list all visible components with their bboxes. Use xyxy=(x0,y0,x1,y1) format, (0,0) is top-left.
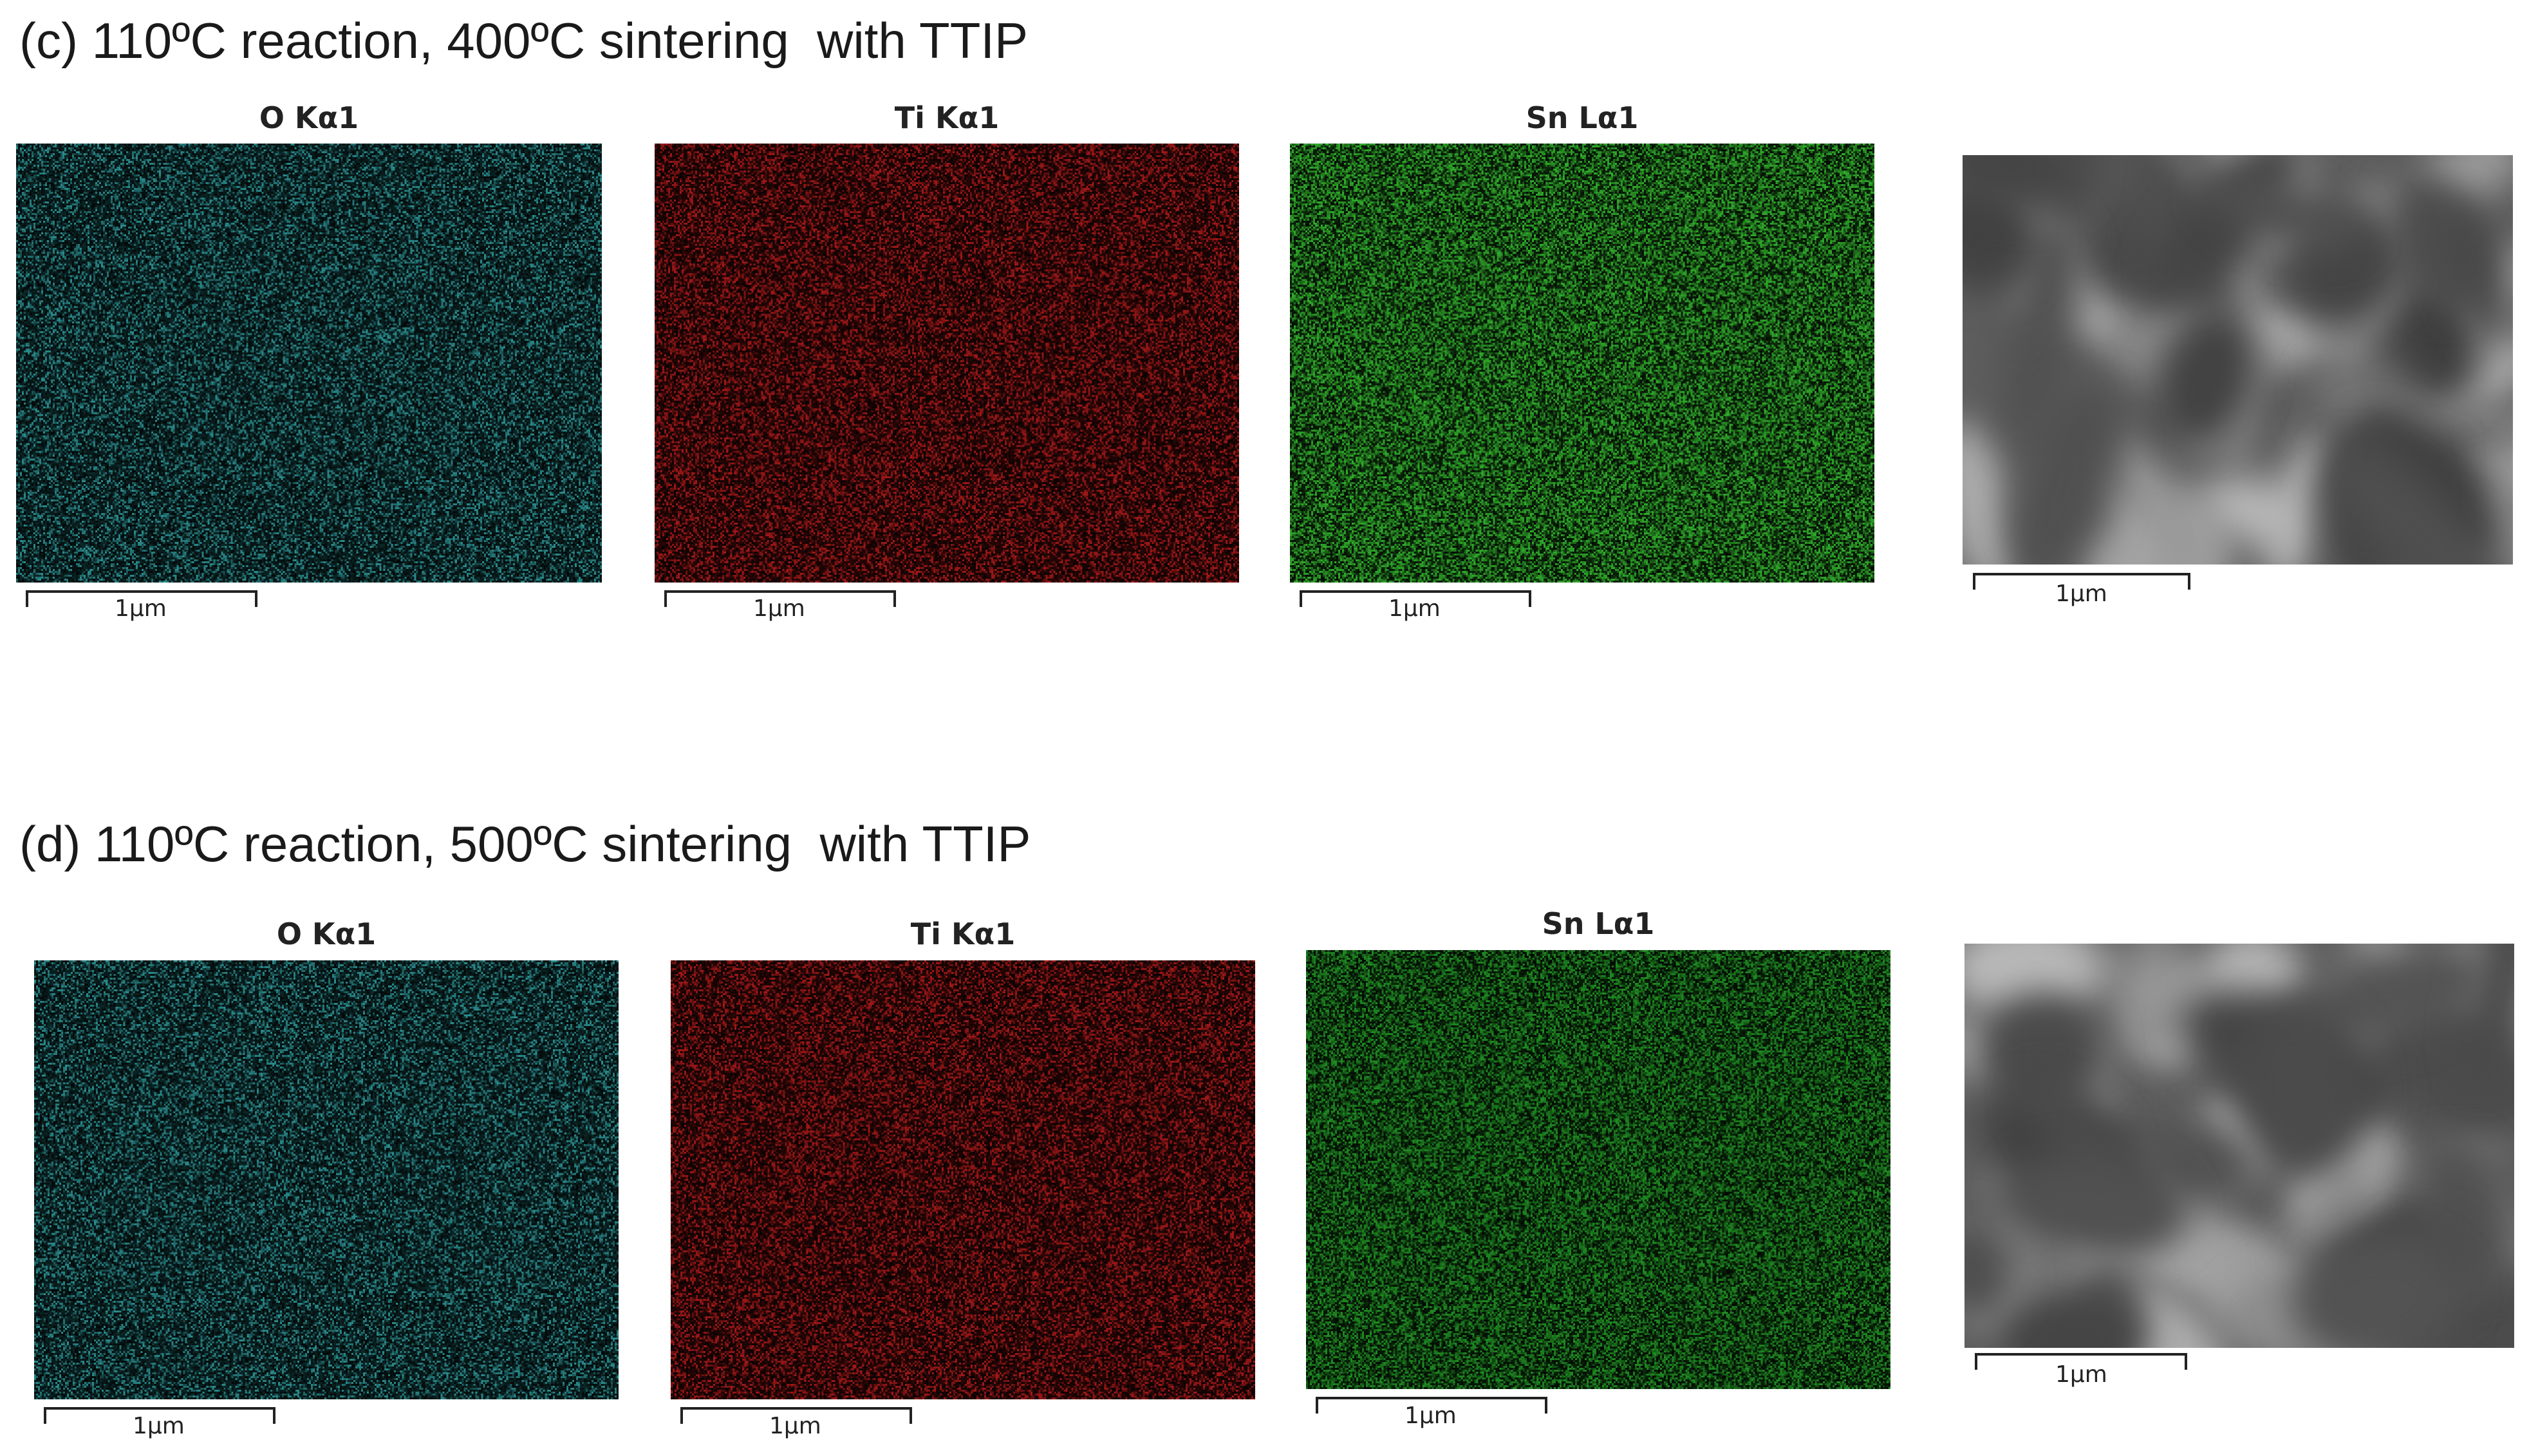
row-c-title: (c) 110ºC reaction, 400ºC sintering with… xyxy=(19,12,1029,69)
row-c-titanium-map xyxy=(655,144,1239,583)
row-d-sn-scalebar xyxy=(1316,1397,1547,1414)
row-c-ti-label: Ti Kα1 xyxy=(894,100,1000,135)
row-d-oxygen-map xyxy=(34,960,619,1399)
row-c-o-scale-label: 1μm xyxy=(115,595,167,622)
row-d-sn-label: Sn Lα1 xyxy=(1542,906,1655,941)
row-d-ti-label: Ti Kα1 xyxy=(910,917,1016,951)
row-c-ti-scalebar xyxy=(664,590,896,607)
row-c-sn-scalebar xyxy=(1300,590,1531,607)
row-c-o-scalebar xyxy=(26,590,257,607)
row-d-sem-scale-label: 1μm xyxy=(2055,1361,2107,1388)
row-c-tin-map xyxy=(1290,144,1874,583)
row-d-title: (d) 110ºC reaction, 500ºC sintering with… xyxy=(19,816,1031,872)
row-c-sem-image xyxy=(1963,155,2513,565)
row-d-sem-image xyxy=(1964,944,2514,1348)
row-c-sem-scale-label: 1μm xyxy=(2055,581,2107,607)
row-d-sn-scale-label: 1μm xyxy=(1404,1403,1457,1429)
row-d-o-scale-label: 1μm xyxy=(133,1413,185,1439)
row-d-titanium-map xyxy=(671,960,1255,1399)
row-d-o-label: O Kα1 xyxy=(276,917,377,951)
row-c-sn-scale-label: 1μm xyxy=(1388,595,1441,622)
row-d-tin-map xyxy=(1306,950,1890,1389)
row-d-ti-scalebar xyxy=(680,1407,912,1424)
row-c-sn-label: Sn Lα1 xyxy=(1526,100,1639,135)
row-c-ti-scale-label: 1μm xyxy=(753,595,805,622)
row-d-o-scalebar xyxy=(44,1407,275,1424)
row-c-oxygen-map xyxy=(16,144,602,583)
row-d-ti-scale-label: 1μm xyxy=(769,1413,821,1439)
row-d-sem-scalebar xyxy=(1975,1353,2187,1370)
row-c-sem-scalebar xyxy=(1973,573,2190,590)
row-c-o-label: O Kα1 xyxy=(259,100,359,135)
